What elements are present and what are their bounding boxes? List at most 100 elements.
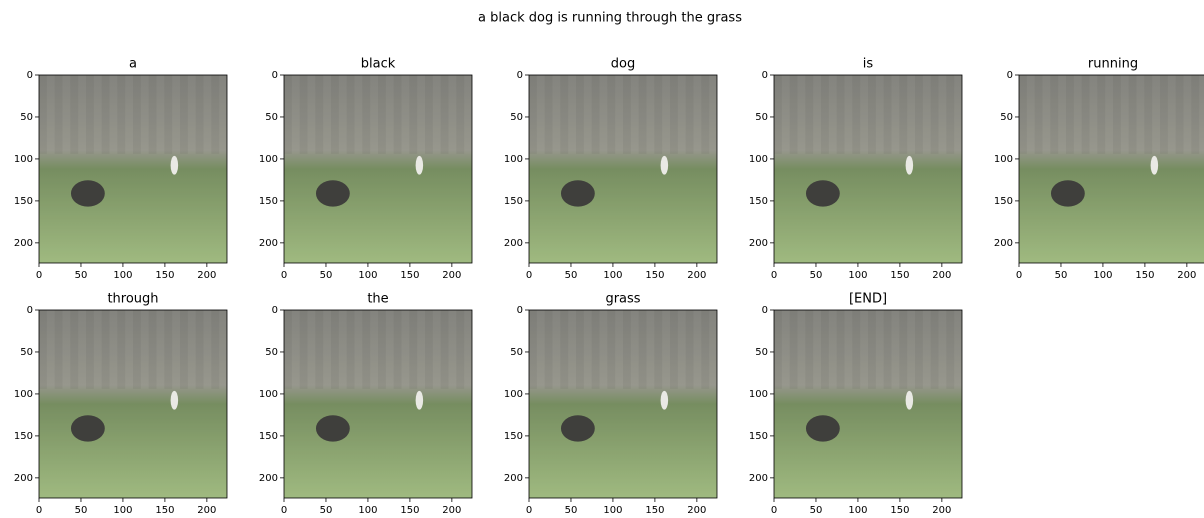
- x-tick-label: 50: [810, 270, 823, 281]
- panel-title: grass: [605, 292, 640, 307]
- x-tick-label: 100: [848, 505, 867, 516]
- panel-title: the: [367, 292, 388, 307]
- x-tick-label: 0: [771, 505, 777, 516]
- x-tick-label: 100: [113, 270, 132, 281]
- x-tick-label: 200: [687, 270, 706, 281]
- x-tick-label: 200: [932, 270, 951, 281]
- y-tick-label: 100: [259, 389, 278, 400]
- y-tick-label: 0: [272, 305, 278, 316]
- x-tick-label: 200: [687, 505, 706, 516]
- x-tick-label: 100: [848, 270, 867, 281]
- y-tick-label: 0: [27, 305, 33, 316]
- x-tick-label: 150: [400, 270, 419, 281]
- x-tick-label: 50: [320, 505, 333, 516]
- x-tick-label: 50: [565, 505, 578, 516]
- photo: [1019, 75, 1204, 263]
- y-tick-label: 100: [14, 389, 33, 400]
- y-tick-label: 200: [259, 238, 278, 249]
- y-tick-label: 50: [265, 347, 278, 358]
- panel-title: through: [107, 292, 158, 307]
- y-tick-label: 200: [749, 238, 768, 249]
- x-tick-label: 200: [197, 505, 216, 516]
- x-tick-label: 200: [442, 505, 461, 516]
- x-tick-label: 150: [890, 270, 909, 281]
- y-tick-label: 150: [749, 431, 768, 442]
- y-tick-label: 50: [510, 347, 523, 358]
- panel-title: running: [1088, 57, 1138, 72]
- image-panel: the050100150200050100150200: [259, 292, 472, 517]
- y-tick-label: 150: [504, 431, 523, 442]
- y-tick-label: 150: [14, 431, 33, 442]
- x-tick-label: 150: [155, 270, 174, 281]
- x-tick-label: 0: [526, 270, 532, 281]
- photo: [284, 75, 472, 263]
- attention-veil: [1019, 75, 1204, 263]
- y-tick-label: 200: [14, 473, 33, 484]
- x-tick-label: 0: [36, 505, 42, 516]
- x-tick-label: 50: [75, 505, 88, 516]
- x-tick-label: 150: [645, 505, 664, 516]
- attention-veil: [39, 75, 227, 263]
- x-tick-label: 50: [75, 270, 88, 281]
- y-tick-label: 100: [14, 154, 33, 165]
- panel-title: black: [361, 57, 396, 72]
- x-tick-label: 150: [1135, 270, 1154, 281]
- photo: [39, 75, 227, 263]
- y-tick-label: 200: [504, 473, 523, 484]
- x-tick-label: 0: [526, 505, 532, 516]
- attention-veil: [529, 310, 717, 498]
- y-tick-label: 200: [504, 238, 523, 249]
- x-tick-label: 0: [281, 270, 287, 281]
- y-tick-label: 200: [994, 238, 1013, 249]
- x-tick-label: 100: [113, 505, 132, 516]
- y-tick-label: 50: [510, 112, 523, 123]
- image-panel: black 0 50 100 150 200 0 50 100 150 200: [259, 57, 472, 282]
- attention-veil: [774, 310, 962, 498]
- x-tick-label: 100: [1093, 270, 1112, 281]
- y-tick-label: 150: [14, 196, 33, 207]
- y-tick-label: 0: [27, 70, 33, 81]
- attention-veil: [284, 75, 472, 263]
- y-tick-label: 100: [994, 154, 1013, 165]
- x-tick-label: 200: [932, 505, 951, 516]
- x-tick-label: 200: [197, 270, 216, 281]
- y-tick-label: 100: [504, 389, 523, 400]
- x-tick-label: 50: [320, 270, 333, 281]
- attention-veil: [529, 75, 717, 263]
- x-tick-label: 0: [771, 270, 777, 281]
- y-tick-label: 150: [259, 196, 278, 207]
- y-tick-label: 150: [749, 196, 768, 207]
- image-panel: is050100150200050100150200: [749, 57, 962, 282]
- y-tick-label: 0: [272, 70, 278, 81]
- y-tick-label: 50: [265, 112, 278, 123]
- y-tick-label: 0: [517, 305, 523, 316]
- panel-title: is: [863, 57, 874, 72]
- x-tick-label: 100: [603, 270, 622, 281]
- x-tick-label: 0: [281, 505, 287, 516]
- panel-title: dog: [611, 57, 635, 72]
- x-tick-label: 200: [442, 270, 461, 281]
- y-tick-label: 0: [762, 70, 768, 81]
- x-tick-label: 50: [810, 505, 823, 516]
- x-tick-label: 50: [1055, 270, 1068, 281]
- y-tick-label: 200: [259, 473, 278, 484]
- x-tick-label: 150: [645, 270, 664, 281]
- photo: [774, 310, 962, 498]
- panel-title: a: [129, 57, 137, 72]
- y-tick-label: 100: [259, 154, 278, 165]
- x-tick-label: 150: [400, 505, 419, 516]
- x-tick-label: 200: [1177, 270, 1196, 281]
- photo: [774, 75, 962, 263]
- photo: [39, 310, 227, 498]
- y-tick-label: 50: [755, 347, 768, 358]
- y-tick-label: 200: [749, 473, 768, 484]
- x-tick-label: 150: [890, 505, 909, 516]
- x-tick-label: 100: [358, 270, 377, 281]
- y-tick-label: 50: [20, 347, 33, 358]
- attention-veil: [774, 75, 962, 263]
- photo: [529, 75, 717, 263]
- image-panel: dog050100150200050100150200: [504, 57, 717, 282]
